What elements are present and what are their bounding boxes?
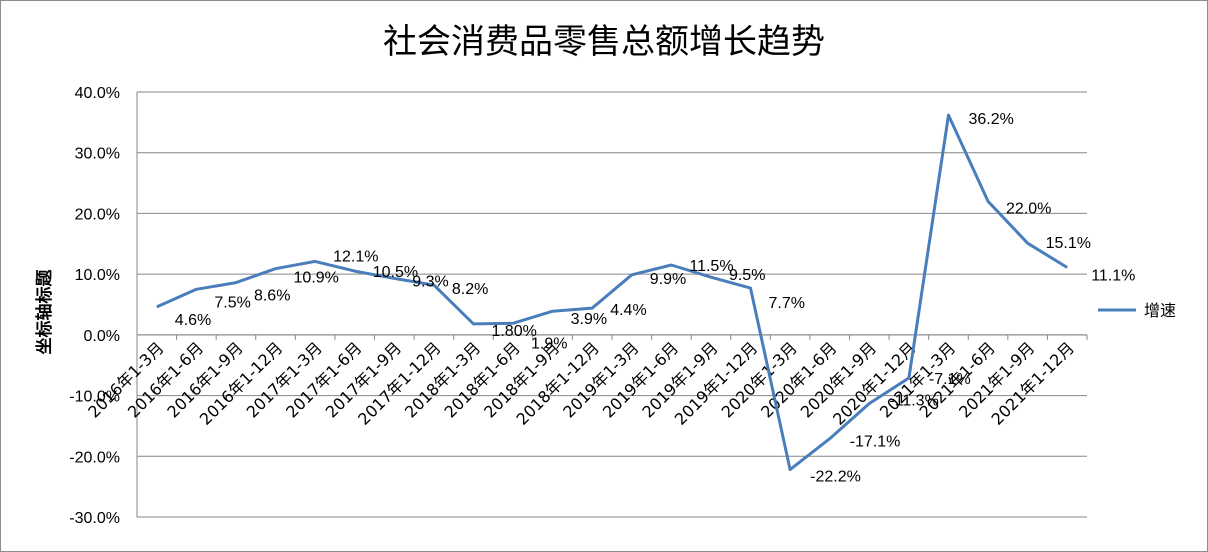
- y-tick-label: -20.0%: [69, 449, 120, 466]
- data-label: -7.1%: [929, 371, 971, 388]
- data-label: -17.1%: [850, 434, 901, 451]
- data-label: 8.6%: [254, 288, 290, 305]
- data-label: 11.5%: [689, 258, 733, 275]
- data-label: 22.0%: [1006, 200, 1051, 217]
- y-tick-label: 40.0%: [75, 85, 120, 102]
- data-label: 8.2%: [452, 281, 488, 298]
- data-label: 1.9%: [531, 335, 567, 352]
- data-label: 12.1%: [333, 248, 378, 265]
- data-labels: 4.6%7.5% 8.6%10.9% 12.1%10.5%9.3% 8.2% 1.80%…: [175, 111, 1136, 486]
- chart-title: 社会消费品零售总额增长趋势: [383, 22, 825, 62]
- data-label: 7.7%: [769, 295, 805, 312]
- data-label: -22.2%: [810, 469, 861, 486]
- y-tick-label: 20.0%: [75, 206, 120, 223]
- y-tick-label: 10.0%: [75, 267, 120, 284]
- data-label: 36.2%: [968, 111, 1013, 128]
- y-axis-ticks: 40.0% 30.0% 20.0% 10.0% 0.0% -10.0% -20.0% -30.…: [69, 85, 120, 527]
- series-layer: [156, 113, 1068, 472]
- legend: 增速: [1098, 301, 1176, 320]
- y-tick-label: 30.0%: [75, 146, 120, 163]
- data-label: 15.1%: [1046, 235, 1091, 252]
- data-label: 9.3%: [412, 273, 448, 290]
- data-label: 11.1%: [1091, 267, 1135, 284]
- y-axis-label: 坐标轴标题: [34, 269, 55, 355]
- data-label: 10.5%: [373, 264, 418, 281]
- data-label: 9.9%: [650, 271, 686, 288]
- data-label: 10.9%: [294, 270, 339, 287]
- data-label: 1.80%: [491, 323, 536, 340]
- y-tick-label: -10.0%: [69, 389, 120, 406]
- data-label: 3.9%: [571, 311, 607, 328]
- data-label: 4.6%: [175, 312, 211, 329]
- axes: [136, 92, 1088, 517]
- data-label: 9.5%: [729, 267, 765, 284]
- legend-label: 增速: [1144, 301, 1176, 320]
- data-label: 7.5%: [214, 294, 250, 311]
- y-tick-label: 0.0%: [84, 328, 120, 345]
- data-label: -11.3%: [889, 392, 939, 409]
- series-line: [156, 113, 1068, 472]
- data-label: 4.4%: [610, 302, 646, 319]
- y-tick-label: -30.0%: [69, 510, 120, 527]
